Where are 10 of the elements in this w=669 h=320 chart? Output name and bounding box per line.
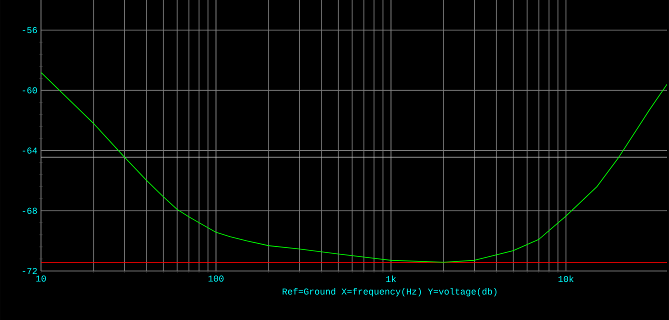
y-tick-label: -72 — [22, 268, 37, 274]
y-tick-label: -60 — [22, 87, 37, 94]
x-tick-label: 1k — [386, 276, 396, 282]
x-tick-label: 100 — [208, 276, 224, 282]
y-tick-label: -68 — [22, 208, 37, 214]
x-axis-title: Ref=Ground X=frequency(Hz) Y=voltage(db) — [282, 288, 496, 296]
x-tick-label: 10 — [36, 276, 46, 282]
x-tick-label: 10k — [558, 276, 574, 282]
y-tick-label: -64 — [22, 147, 38, 154]
y-tick-label: -56 — [22, 27, 37, 34]
